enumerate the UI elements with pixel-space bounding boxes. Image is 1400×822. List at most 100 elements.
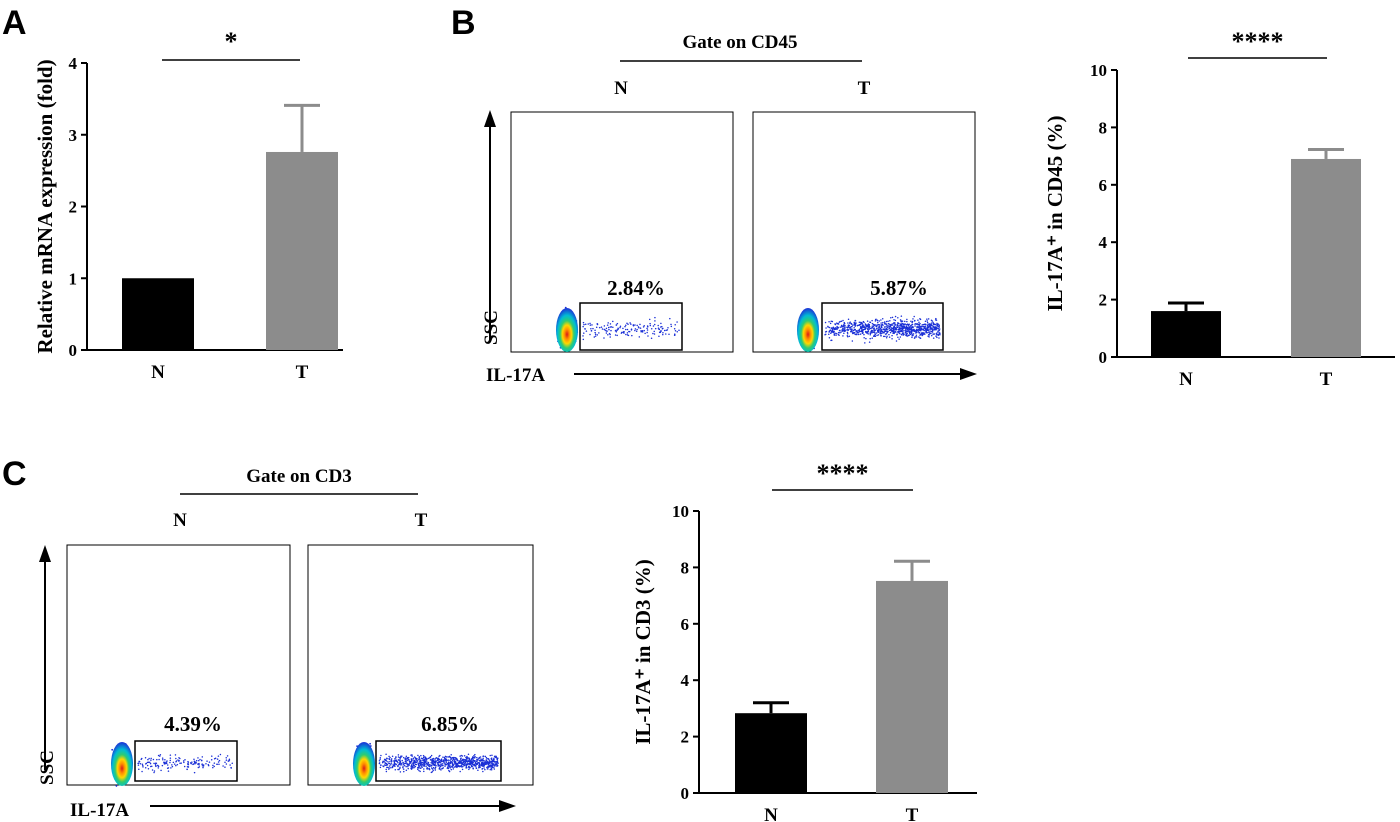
flow-dot — [899, 324, 902, 326]
flow-dot — [636, 328, 638, 331]
flow-dot — [919, 329, 921, 332]
flow-dot — [670, 323, 672, 326]
flow-dot — [199, 758, 201, 761]
flow-dot — [425, 759, 428, 761]
flow-dot — [837, 331, 840, 334]
flow-dot — [888, 336, 891, 338]
flow-dot — [635, 330, 638, 332]
flow-plot-c-n — [66, 544, 291, 786]
flow-dot — [412, 758, 414, 760]
flow-dot — [880, 330, 883, 332]
flow-dot — [432, 766, 435, 769]
flow-dot — [665, 333, 667, 335]
flow-dot — [898, 332, 901, 335]
flow-dot — [855, 333, 858, 335]
flow-dot — [405, 765, 407, 768]
flow-dot — [625, 324, 627, 326]
flow-dot — [463, 762, 466, 765]
flow-dot — [183, 761, 185, 764]
flow-dot — [929, 326, 932, 329]
flow-dot — [385, 768, 387, 771]
flow-dot — [420, 754, 422, 757]
flow-dot — [868, 324, 870, 327]
flow-dot — [900, 333, 903, 336]
flow-dot — [885, 326, 887, 328]
flow-dot — [917, 326, 919, 328]
flow-dot — [860, 326, 863, 328]
flow-dot — [141, 763, 144, 765]
flow-dot — [936, 326, 938, 329]
flow-dot — [227, 760, 230, 762]
flow-dot — [162, 759, 164, 761]
flow-dot — [478, 764, 481, 766]
flow-dot — [486, 757, 488, 760]
category-label-c-t: T — [906, 805, 919, 822]
flow-dot — [158, 755, 161, 757]
flow-dot — [388, 765, 391, 767]
flow-dot — [169, 757, 172, 759]
significance-label-a: * — [225, 27, 238, 56]
flow-dot — [903, 333, 905, 335]
flow-dot — [144, 766, 147, 769]
flow-dot — [828, 326, 831, 329]
flow-dot — [898, 338, 900, 340]
flow-dot — [673, 328, 676, 330]
flow-dot — [447, 759, 450, 761]
flow-dot — [210, 759, 213, 761]
flow-dot — [849, 328, 851, 330]
flow-dot — [880, 328, 883, 331]
flow-dot — [639, 323, 641, 326]
flow-dot — [426, 767, 428, 769]
flow-dot — [430, 771, 433, 774]
flow-dot — [653, 323, 656, 326]
flow-dot — [414, 765, 417, 768]
flow-dot — [609, 336, 611, 338]
flow-dot — [176, 763, 179, 766]
flow-dot — [485, 759, 487, 761]
flow-dot — [488, 765, 490, 768]
flow-dot — [888, 327, 891, 330]
flow-dot — [894, 315, 897, 318]
flow-dot — [147, 768, 150, 770]
flow-dot — [217, 761, 220, 763]
flow-dot — [466, 763, 468, 766]
flow-dot — [488, 760, 491, 762]
flow-dot — [388, 767, 390, 769]
gate-box-c-n — [134, 740, 238, 782]
flow-dot — [906, 320, 908, 323]
flow-dot — [444, 755, 447, 758]
flow-dot — [426, 761, 428, 763]
flow-dot — [905, 327, 907, 329]
significance-label-b: **** — [1232, 27, 1284, 56]
y-tick-label-a: 0 — [69, 341, 78, 360]
flow-dot — [169, 754, 172, 756]
flow-dot — [895, 328, 897, 330]
flow-dot — [834, 328, 837, 330]
flow-dot — [431, 758, 434, 760]
flow-dot — [631, 334, 633, 337]
flow-dot — [482, 757, 484, 759]
flow-dot — [832, 331, 835, 334]
flow-dot — [474, 761, 477, 764]
flow-dot — [881, 318, 884, 320]
flow-dot — [892, 330, 895, 332]
flow-dot — [164, 762, 167, 765]
flow-dot — [455, 758, 458, 760]
flow-dot — [481, 767, 484, 770]
flow-dot — [596, 334, 599, 336]
flow-dot — [439, 768, 441, 770]
flow-dot — [851, 332, 854, 334]
flow-dot — [155, 765, 157, 768]
flow-dot — [111, 748, 114, 751]
flow-dot — [398, 762, 401, 765]
flow-dot — [918, 321, 920, 323]
flow-dot — [390, 764, 392, 766]
flow-dot — [660, 330, 662, 332]
flow-dot — [878, 324, 880, 326]
flow-dot — [148, 757, 150, 760]
flow-dot — [414, 761, 416, 764]
flow-dot — [935, 317, 937, 320]
flow-dot — [861, 332, 864, 334]
flow-dot — [411, 763, 413, 765]
flow-dot — [839, 329, 841, 332]
